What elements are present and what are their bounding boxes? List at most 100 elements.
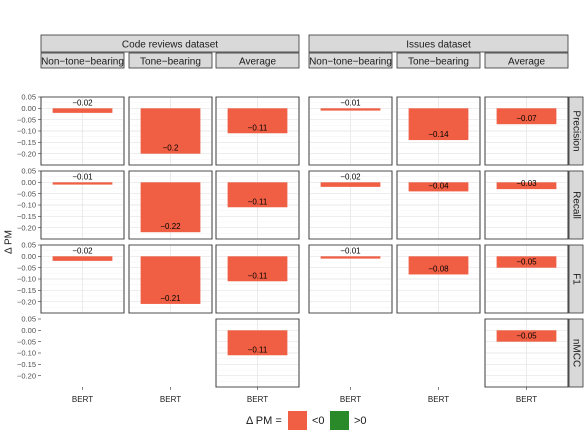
y-tick-label: −0.10 [17,349,36,358]
dataset-strip-label: Issues dataset [406,40,471,51]
bar-value-label: −0.01 [340,246,361,255]
subset-strip [128,52,213,69]
panel-border [215,170,300,240]
panel-border [484,170,569,240]
y-tick-label: −0.20 [17,371,36,380]
y-tick-label: −0.15 [17,360,36,369]
subset-strip [40,52,125,69]
y-axis-title: Δ PM [4,230,15,254]
metric-strip-label: F1 [570,273,581,285]
y-tick-label: 0.05 [21,315,36,324]
panel-border [128,96,213,166]
bar-value-label: −0.05 [516,258,537,267]
bar [496,108,557,125]
y-tick-label: 0.05 [21,241,36,250]
dataset-strip-label: Code reviews dataset [122,40,218,51]
panel-border [484,244,569,314]
panel-border [215,96,300,166]
bar [140,256,201,304]
y-tick-label: −0.10 [17,275,36,284]
panel-border [128,244,213,314]
y-tick-label: 0.00 [21,252,36,261]
panel-border [396,170,481,240]
bar [227,256,288,282]
panel-border [215,244,300,314]
y-tick-label: −0.05 [17,189,36,198]
bar-value-label: −0.21 [160,294,181,303]
metric-strip [568,96,584,166]
panel-border [40,244,125,314]
bar [227,108,288,134]
panel-border [308,244,393,314]
y-tick-label: 0.00 [21,104,36,113]
y-tick-label: 0.05 [21,167,36,176]
subset-strip-label: Average [239,57,277,68]
y-tick-label: −0.05 [17,337,36,346]
subset-strip [396,52,481,69]
panel-border [40,96,125,166]
y-tick-label: −0.05 [17,263,36,272]
bar [496,256,557,268]
subset-strip [484,52,569,69]
bar-value-label: −0.07 [516,114,537,123]
y-tick-label: −0.15 [17,286,36,295]
panel-border [308,96,393,166]
metric-strip-label: Precision [570,110,581,151]
panel-border [396,244,481,314]
bar [140,182,201,233]
legend-label-positive: >0 [354,415,367,427]
bar [140,108,201,154]
y-tick-label: −0.20 [17,149,36,158]
bar [408,256,469,275]
x-tick-label: BERT [160,395,181,404]
bar [52,256,113,261]
legend-swatch-negative [288,411,307,430]
metric-strip [568,244,584,314]
bar [320,256,381,259]
x-tick-label: BERT [72,395,93,404]
bar [227,182,288,208]
bar-value-label: −0.02 [72,98,93,107]
subset-strip [215,52,300,69]
y-tick-label: 0.00 [21,326,36,335]
legend-title: Δ PM = [246,415,282,427]
metric-strip-label: nMCC [570,339,581,367]
bar-value-label: −0.11 [248,345,268,354]
metric-strip [568,170,584,240]
metric-strip [568,318,584,388]
subset-strip-label: Tone−bearing [140,57,201,68]
y-tick-label: 0.00 [21,178,36,187]
bar-value-label: −0.08 [428,264,449,273]
panel-border [40,170,125,240]
y-tick-label: 0.05 [21,93,36,102]
subset-strip-label: Non−tone−bearing [41,57,124,68]
metric-strip-label: Recall [570,191,581,219]
dataset-strip [40,34,300,53]
bar-value-label: −0.14 [428,130,449,139]
bar [320,182,381,187]
x-tick-label: BERT [247,395,268,404]
x-tick-label: BERT [428,395,449,404]
bar [408,108,469,141]
panel-border [484,96,569,166]
x-tick-label: BERT [516,395,537,404]
bar-value-label: −0.03 [516,179,537,188]
bar [227,330,288,356]
panel-border [396,96,481,166]
dataset-strip [308,34,569,53]
bar [408,182,469,192]
bar-value-label: −0.01 [72,172,93,181]
subset-strip [308,52,393,69]
bar-value-label: −0.02 [72,246,93,255]
legend-swatch-positive [330,411,349,430]
bar-value-label: −0.11 [248,271,268,280]
y-tick-label: −0.15 [17,212,36,221]
bar [496,330,557,342]
subset-strip-label: Non−tone−bearing [309,57,392,68]
bar-value-label: −0.22 [160,222,181,231]
y-tick-label: −0.15 [17,138,36,147]
bar-value-label: −0.01 [340,98,361,107]
bar [320,108,381,111]
bar [496,182,557,190]
